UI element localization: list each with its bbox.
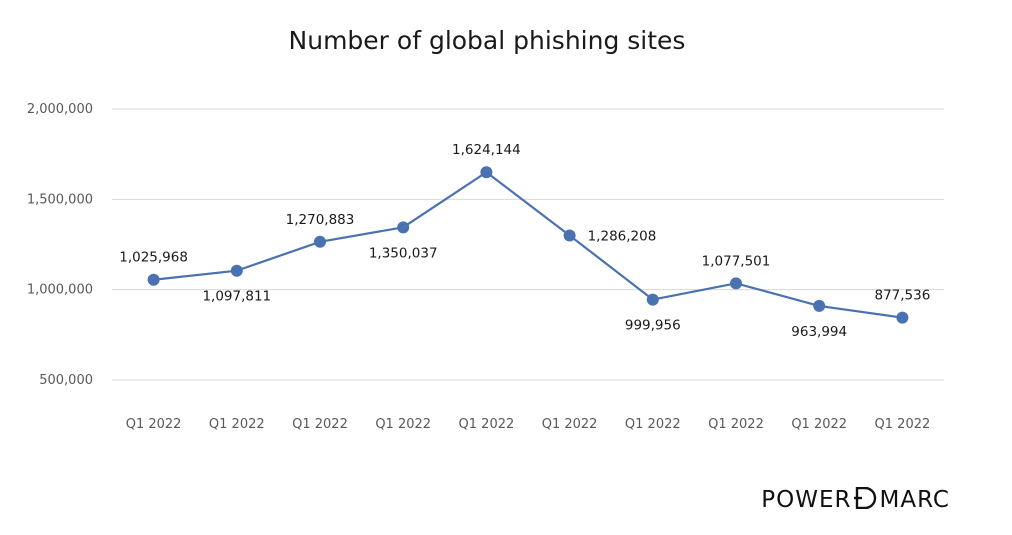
data-point bbox=[397, 221, 410, 234]
data-label: 1,350,037 bbox=[369, 245, 438, 261]
data-point bbox=[646, 293, 659, 306]
brand-logo: POWER MARC bbox=[761, 486, 950, 513]
chart-title: Number of global phishing sites bbox=[288, 26, 686, 55]
y-tick-label: 500,000 bbox=[39, 373, 93, 388]
x-tick-label: Q1 2022 bbox=[625, 417, 681, 432]
data-labels: 1,025,968 1,097,811 1,270,883 1,350,037 1,62… bbox=[119, 142, 930, 340]
data-label: 1,097,811 bbox=[202, 289, 271, 305]
data-point bbox=[480, 166, 493, 179]
series-line-group bbox=[153, 170, 903, 319]
data-point bbox=[230, 264, 243, 277]
data-points bbox=[147, 166, 909, 324]
y-tick-label: 1,500,000 bbox=[27, 192, 93, 207]
y-tick-label: 1,000,000 bbox=[27, 283, 93, 298]
brand-mark-icon bbox=[853, 486, 876, 510]
data-point bbox=[563, 229, 576, 242]
gridlines bbox=[112, 108, 944, 381]
data-label: 999,956 bbox=[625, 318, 681, 334]
data-point bbox=[147, 273, 160, 286]
data-point bbox=[730, 277, 742, 290]
x-tick-label: Q1 2022 bbox=[875, 417, 931, 432]
data-label: 877,536 bbox=[874, 288, 930, 304]
y-tick-label: 2,000,000 bbox=[27, 102, 93, 117]
data-label: 1,077,501 bbox=[702, 253, 771, 269]
x-tick-label: Q1 2022 bbox=[791, 417, 847, 432]
data-point bbox=[314, 235, 326, 248]
x-tick-label: Q1 2022 bbox=[708, 417, 764, 432]
data-point bbox=[896, 311, 909, 324]
x-tick-label: Q1 2022 bbox=[375, 417, 431, 432]
data-label: 1,025,968 bbox=[119, 250, 188, 266]
brand-text-left: POWER bbox=[761, 487, 852, 513]
data-label: 1,286,208 bbox=[588, 228, 657, 244]
data-label: 1,624,144 bbox=[452, 142, 521, 158]
series-line bbox=[153, 170, 903, 319]
x-tick-label: Q1 2022 bbox=[542, 417, 598, 432]
data-point bbox=[813, 299, 826, 312]
brand-text-right: MARC bbox=[879, 487, 950, 513]
x-tick-label: Q1 2022 bbox=[126, 417, 182, 432]
data-label: 963,994 bbox=[791, 324, 847, 340]
x-axis-tick-labels: Q1 2022 Q1 2022 Q1 2022 Q1 2022 Q1 2022 Q1 20… bbox=[126, 417, 931, 432]
x-tick-label: Q1 2022 bbox=[459, 417, 515, 432]
y-axis-tick-labels: 500,000 1,000,000 1,500,000 2,000,000 bbox=[27, 102, 93, 388]
data-label: 1,270,883 bbox=[286, 212, 355, 228]
x-tick-label: Q1 2022 bbox=[209, 417, 265, 432]
x-tick-label: Q1 2022 bbox=[292, 417, 348, 432]
